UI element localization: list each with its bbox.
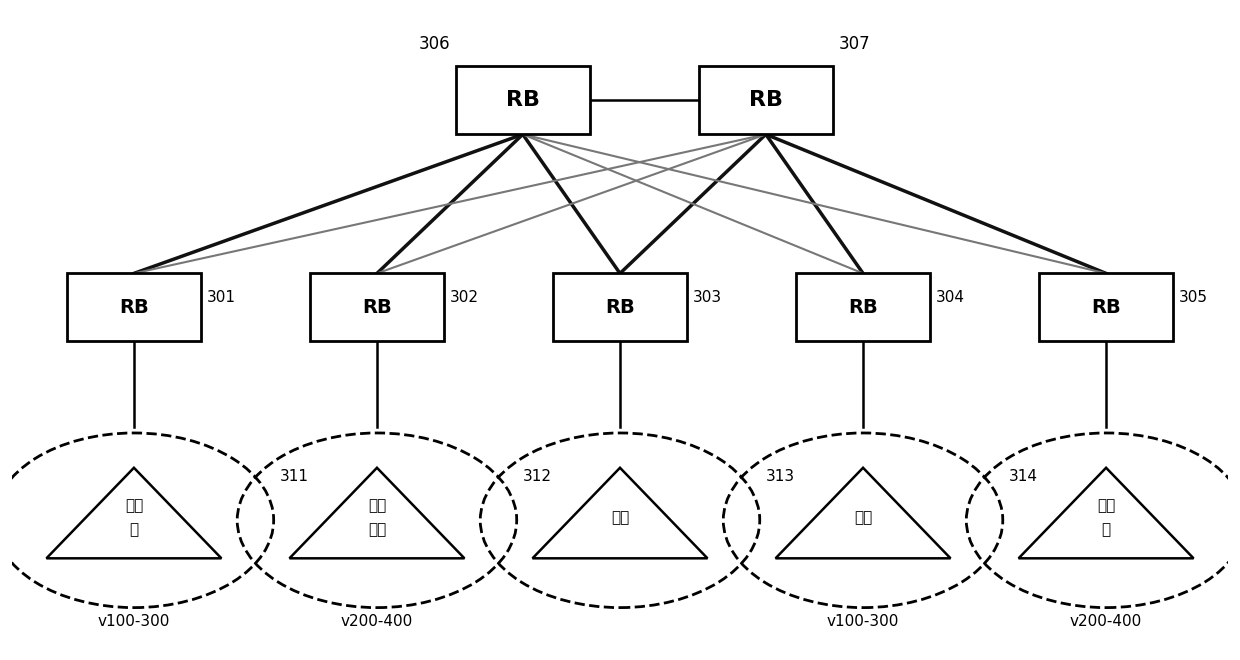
FancyBboxPatch shape	[553, 273, 687, 341]
Text: 未知: 未知	[368, 498, 386, 513]
Text: v200-400: v200-400	[341, 614, 413, 629]
Polygon shape	[775, 468, 951, 558]
Text: 端: 端	[129, 522, 139, 537]
Text: RB: RB	[749, 90, 782, 110]
Text: 302: 302	[450, 290, 479, 305]
Text: 311: 311	[280, 469, 309, 484]
Text: RB: RB	[605, 298, 635, 317]
Polygon shape	[532, 468, 708, 558]
FancyBboxPatch shape	[1039, 273, 1173, 341]
Text: RB: RB	[848, 298, 878, 317]
Text: v100-300: v100-300	[827, 614, 899, 629]
Text: RB: RB	[506, 90, 539, 110]
Text: 301: 301	[207, 290, 236, 305]
Text: 嗅探: 嗅探	[611, 510, 629, 525]
Polygon shape	[1018, 468, 1194, 558]
FancyBboxPatch shape	[67, 273, 201, 341]
FancyBboxPatch shape	[456, 67, 589, 135]
Text: 306: 306	[418, 36, 450, 53]
Text: 312: 312	[523, 469, 552, 484]
Text: 器: 器	[1101, 522, 1111, 537]
Text: RB: RB	[362, 298, 392, 317]
Text: 313: 313	[766, 469, 795, 484]
Polygon shape	[289, 468, 465, 558]
Text: 伪冒: 伪冒	[854, 510, 872, 525]
Text: RB: RB	[1091, 298, 1121, 317]
Text: 客户: 客户	[125, 498, 143, 513]
Text: 305: 305	[1179, 290, 1208, 305]
Text: 服务: 服务	[1097, 498, 1115, 513]
Text: 314: 314	[1009, 469, 1038, 484]
Text: v100-300: v100-300	[98, 614, 170, 629]
Text: 304: 304	[936, 290, 965, 305]
Text: 303: 303	[693, 290, 722, 305]
Text: 307: 307	[838, 36, 870, 53]
FancyBboxPatch shape	[699, 67, 832, 135]
FancyBboxPatch shape	[310, 273, 444, 341]
FancyBboxPatch shape	[796, 273, 930, 341]
Text: 设备: 设备	[368, 522, 386, 537]
Text: v200-400: v200-400	[1070, 614, 1142, 629]
Polygon shape	[46, 468, 222, 558]
Text: RB: RB	[119, 298, 149, 317]
